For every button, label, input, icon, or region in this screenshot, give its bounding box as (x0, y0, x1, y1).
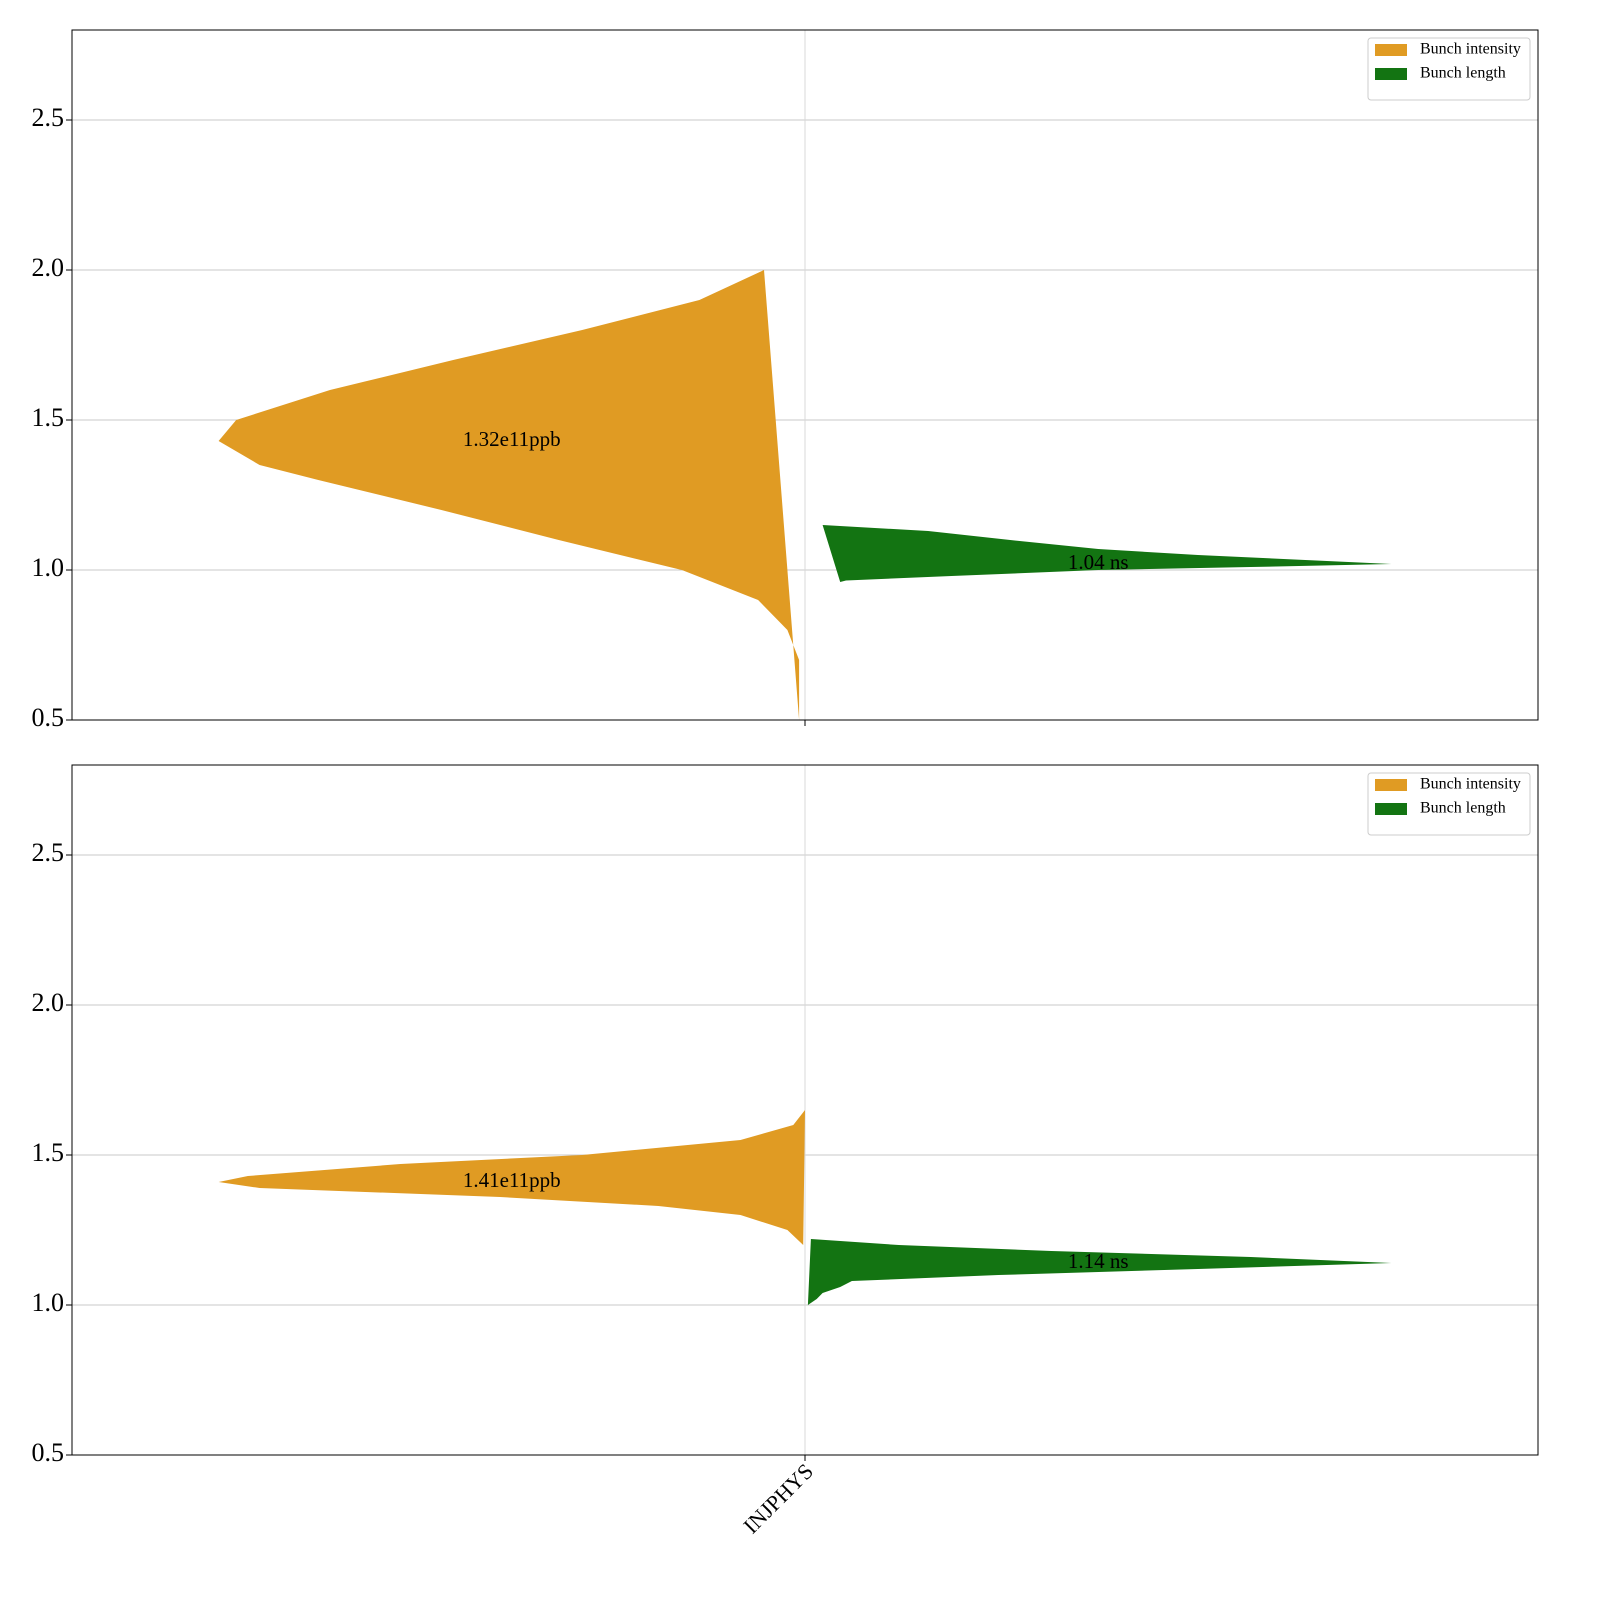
legend-swatch (1375, 68, 1407, 80)
y-tick-label: 2.0 (32, 988, 65, 1017)
y-tick-label: 0.5 (32, 1438, 65, 1467)
violin-half (218, 270, 800, 720)
y-tick-label: 1.0 (32, 1288, 65, 1317)
panel: 0.5 1.0 1.5 2.0 2.5 1.32e11ppb 1.04 ns Bunch in… (32, 29, 1539, 732)
panel: 0.5 1.0 1.5 2.0 2.5 INJPHYS 1.41e11ppb 1.14 ns B… (32, 764, 1539, 1538)
legend-label: Bunch length (1420, 65, 1506, 82)
y-tick-label: 1.5 (32, 1138, 65, 1167)
y-tick-label: 1.5 (32, 403, 65, 432)
violin-half (807, 1239, 1392, 1305)
y-tick-label: 2.5 (32, 838, 65, 867)
x-tick-label: INJPHYS (738, 1458, 818, 1538)
violin-half (822, 525, 1392, 582)
legend-swatch (1375, 803, 1407, 815)
legend-swatch (1375, 779, 1407, 791)
legend-label: Bunch intensity (1420, 776, 1521, 793)
plot-frame (71, 29, 1539, 721)
legend-swatch (1375, 44, 1407, 56)
y-tick-label: 2.5 (32, 103, 65, 132)
annotation: 1.04 ns (1068, 550, 1129, 574)
legend-box (1367, 772, 1531, 836)
legend-label: Bunch length (1420, 800, 1506, 817)
annotation: 1.32e11ppb (463, 427, 561, 451)
annotation: 1.14 ns (1068, 1249, 1129, 1273)
legend-box (1367, 37, 1531, 101)
y-tick-label: 1.0 (32, 553, 65, 582)
legend-label: Bunch intensity (1420, 41, 1521, 58)
plot-frame (71, 764, 1539, 1456)
y-tick-label: 2.0 (32, 253, 65, 282)
annotation: 1.41e11ppb (463, 1168, 561, 1192)
violin-half (218, 1110, 806, 1245)
y-tick-label: 0.5 (32, 703, 65, 732)
